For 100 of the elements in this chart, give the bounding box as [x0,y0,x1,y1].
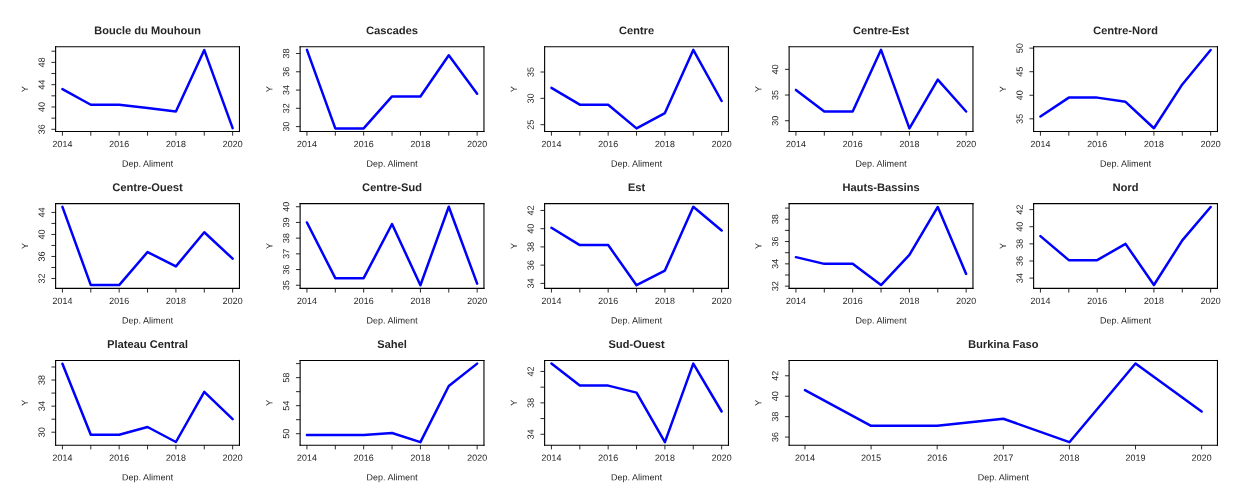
y-tick-label: 32 [771,281,779,291]
line-series [550,48,723,130]
x-tick-label: 2017 [993,454,1013,461]
x-tick-label: 2014 [1030,140,1051,148]
x-tick-label: 2014 [795,454,815,461]
y-tick-label: 38 [771,214,779,224]
y-tick-label: 50 [1016,43,1023,53]
x-axis-title: Dep. Aliment [611,473,663,483]
y-axis-title: Y [755,243,762,249]
x-tick-label: 2018 [655,140,675,148]
y-tick-label: 40 [1016,222,1023,232]
y-tick-label: 36 [38,124,45,134]
y-tick-label: 34 [771,259,779,269]
y-tick-label: 40 [527,224,534,234]
x-tick-label: 2016 [1087,297,1107,305]
x-tick-label: 2014 [297,140,317,148]
y-axis-title: Y [755,86,762,92]
line-series [61,205,234,287]
x-tick-label: 2016 [843,140,863,148]
y-tick-label: 38 [282,233,290,243]
y-tick-label: 40 [771,64,779,75]
y-axis-title: Y [510,400,517,406]
y-tick-label: 50 [282,429,290,439]
y-tick-label: 35 [1016,114,1023,124]
x-tick-label: 2020 [712,297,732,305]
y-tick-label: 58 [282,373,290,383]
x-tick-label: 2016 [843,297,863,305]
y-tick-label: 34 [527,278,534,289]
x-tick-label: 2020 [712,140,732,148]
y-tick-label: 32 [282,103,290,113]
line-series [803,362,1203,444]
x-tick-label: 2020 [1201,297,1221,305]
line-series [794,205,968,287]
chart-title: Centre-Est [853,26,909,35]
y-axis-title: Y [21,86,28,92]
chart-title: Burkina Faso [968,339,1039,349]
x-tick-label: 2014 [297,454,317,461]
x-tick-label: 2020 [956,297,976,305]
y-tick-label: 30 [527,93,534,104]
y-axis-title: Y [266,243,273,249]
line-series [305,205,479,287]
y-tick-label: 37 [282,249,290,259]
x-tick-label: 2014 [786,297,806,305]
y-tick-label: 36 [771,432,779,442]
y-tick-label: 38 [527,242,534,252]
x-tick-label: 2020 [467,140,487,148]
chart-title: Cascades [366,26,418,35]
chart-title: Centre-Nord [1093,26,1158,35]
x-tick-label: 2014 [52,297,73,305]
line-series [550,205,723,287]
y-tick-label: 34 [527,429,534,439]
x-tick-label: 2016 [598,140,618,148]
x-tick-label: 2016 [354,454,374,461]
x-tick-label: 2015 [861,454,881,461]
y-tick-label: 34 [38,401,45,411]
y-tick-label: 34 [1016,273,1023,283]
line-series [794,48,968,130]
x-tick-label: 2018 [899,297,920,305]
y-tick-label: 39 [282,217,290,228]
chart-title: Nord [1113,183,1138,192]
x-tick-label: 2016 [1087,140,1107,148]
chart-title: Plateau Central [107,339,188,349]
x-tick-label: 2018 [410,454,431,461]
y-tick-label: 36 [282,67,290,77]
y-axis-title: Y [21,400,28,406]
x-tick-label: 2019 [1125,454,1146,461]
x-axis-title: Dep. Aliment [611,160,663,169]
x-axis-title: Dep. Aliment [611,316,663,326]
y-axis-title: Y [999,86,1006,92]
chart-title: Sud-Ouest [608,339,665,349]
y-tick-label: 32 [38,273,45,284]
x-tick-label: 2016 [598,297,618,305]
x-axis-title: Dep. Aliment [367,316,418,326]
x-tick-label: 2020 [223,140,243,148]
x-tick-label: 2018 [166,140,186,148]
x-tick-label: 2016 [354,297,374,305]
y-tick-label: 30 [38,427,45,437]
y-tick-label: 36 [527,260,534,270]
x-tick-label: 2018 [899,140,920,148]
y-tick-label: 42 [527,205,534,216]
x-axis-title: Dep. Aliment [367,473,418,483]
x-tick-label: 2020 [467,454,487,461]
x-tick-label: 2020 [223,297,243,305]
y-axis-title: Y [999,243,1006,249]
y-axis-title: Y [266,400,273,406]
x-tick-label: 2020 [712,454,732,461]
x-tick-label: 2018 [1059,454,1080,461]
x-tick-label: 2014 [541,140,562,148]
x-tick-label: 2014 [52,454,73,461]
y-tick-label: 38 [38,375,45,385]
x-tick-label: 2020 [223,454,243,461]
x-axis-title: Dep. Aliment [1100,160,1152,169]
x-tick-label: 2018 [410,297,431,305]
y-tick-label: 40 [38,229,45,240]
y-tick-label: 42 [771,371,779,381]
x-tick-label: 2014 [297,297,317,305]
x-tick-label: 2016 [109,140,129,148]
x-axis-title: Dep. Aliment [122,160,174,169]
chart-title: Hauts-Bassins [843,183,920,192]
y-tick-label: 44 [38,79,45,90]
